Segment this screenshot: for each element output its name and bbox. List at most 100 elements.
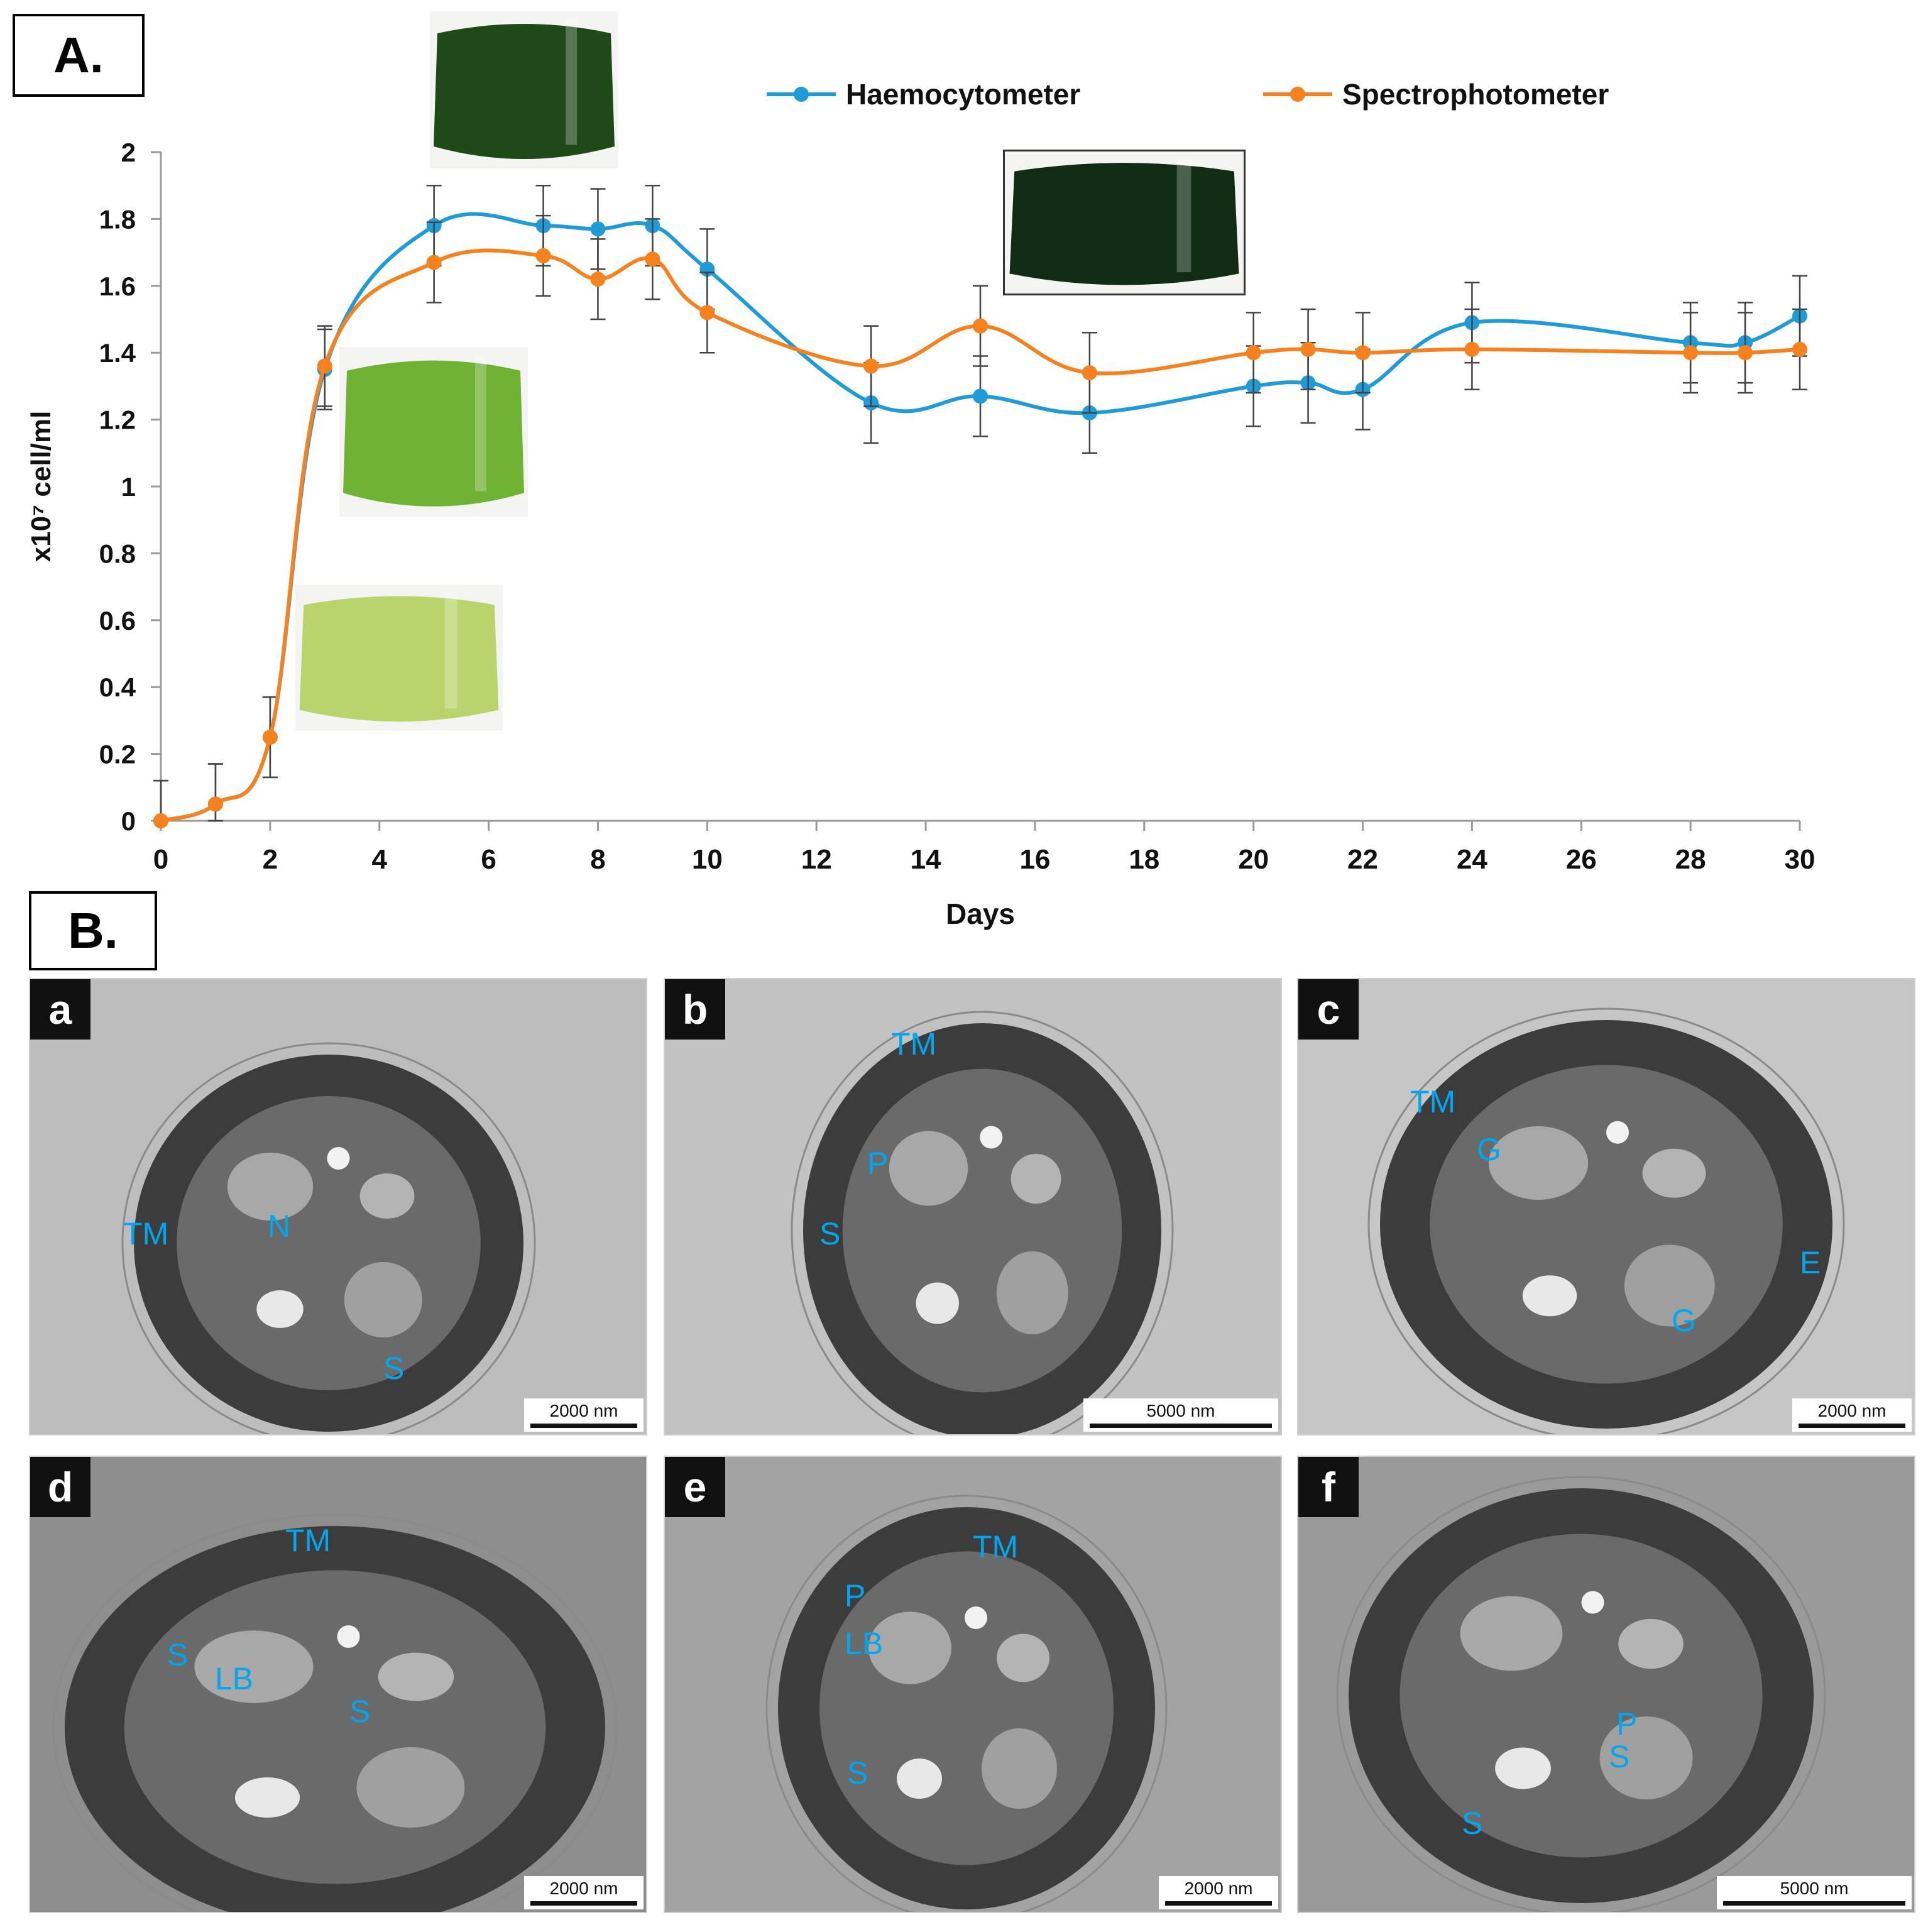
vacuole [1618, 1618, 1684, 1669]
organelle-label: S [167, 1637, 189, 1672]
flask-glass-reflection [566, 19, 577, 145]
cytoplasm [1399, 1534, 1763, 1858]
vacuole [227, 1153, 314, 1221]
tem-panel-letter: e [665, 1457, 725, 1517]
organelle-label: TM [891, 1026, 937, 1062]
tem-cell-graphic [121, 1042, 536, 1434]
organelle-label: P [845, 1578, 866, 1613]
x-tick-label: 4 [371, 844, 387, 875]
data-point-spectrophotometer [262, 730, 278, 745]
tem-panel-d: d TM S LB S 2000 nm [29, 1456, 647, 1913]
scale-bar: 5000 nm [1083, 1398, 1278, 1432]
y-tick-label: 0.8 [99, 539, 136, 568]
growth-curve-chart: 0 2 4 6 8 10 12 14 16 18 20 22 24 26 28 3000.20.40.60.8… [26, 78, 1816, 930]
x-tick-label: 22 [1347, 844, 1378, 875]
flask-day2-graphic [295, 585, 503, 730]
y-tick-label: 1 [121, 472, 136, 502]
vacuole [378, 1652, 454, 1701]
cell-wall [791, 1011, 1174, 1434]
x-tick-label: 8 [590, 844, 605, 875]
x-axis-title: Days [946, 897, 1015, 930]
y-tick-label: 0.4 [99, 672, 136, 702]
data-point-spectrophotometer [973, 318, 988, 334]
organelle-label: LB [845, 1626, 884, 1661]
scale-bar: 2000 nm [1792, 1398, 1912, 1432]
flask-image-day2 [295, 585, 503, 730]
tem-panel-letter: a [30, 979, 90, 1040]
organelle-label: S [349, 1694, 371, 1729]
vacuole [1460, 1596, 1563, 1671]
vacuole [1599, 1716, 1693, 1799]
data-point-spectrophotometer [699, 305, 715, 321]
series-line-spectrophotometer [160, 248, 1800, 823]
cell-wall [1367, 1007, 1845, 1434]
vacuole [344, 1262, 422, 1337]
cytoplasm [842, 1068, 1122, 1393]
scale-bar: 2000 nm [524, 1398, 644, 1432]
vacuole [1624, 1244, 1715, 1327]
organelle-label: S [383, 1351, 405, 1386]
y-tick-label: 1.6 [99, 272, 136, 301]
scale-bar: 2000 nm [524, 1876, 644, 1909]
lipid-droplet [337, 1625, 360, 1648]
x-tick-label: 14 [911, 844, 941, 875]
flask-day6-graphic [430, 11, 618, 168]
legend-swatch-marker [794, 87, 809, 102]
flask-day15-graphic [1005, 151, 1244, 294]
organelle-label: TM [123, 1216, 169, 1251]
vacuole [1642, 1148, 1706, 1198]
y-tick-label: 1.4 [99, 338, 136, 368]
data-point-spectrophotometer [863, 358, 879, 374]
panel-a-label: A. [13, 14, 145, 97]
tem-cell-graphic [1336, 1476, 1826, 1912]
vacuole [194, 1630, 314, 1703]
flask-glass-reflection [475, 355, 486, 491]
scale-bar-label: 2000 nm [1817, 1401, 1887, 1420]
x-tick-label: 10 [692, 844, 723, 875]
cytoplasm [1430, 1065, 1783, 1384]
data-point-spectrophotometer [1683, 345, 1699, 361]
organelle-label: TM [1410, 1084, 1456, 1119]
y-tick-label: 1.8 [99, 204, 136, 234]
starch-granule [234, 1777, 300, 1818]
legend-label: Spectrophotometer [1342, 78, 1609, 111]
organelle-label: P [867, 1146, 889, 1181]
vacuole [359, 1173, 415, 1219]
tem-panel-f: f P S S 5000 nm [1297, 1456, 1915, 1913]
data-point-spectrophotometer [426, 255, 442, 270]
starch-granule [916, 1282, 959, 1324]
tem-panel-letter: c [1298, 979, 1359, 1040]
scale-bar-line [1799, 1424, 1905, 1428]
flask-liquid [1009, 163, 1239, 285]
organelle-label: N [268, 1209, 291, 1244]
x-tick-label: 6 [481, 844, 496, 875]
data-point-spectrophotometer [1355, 345, 1371, 361]
flask-image-day15 [1003, 150, 1246, 295]
flask-liquid [343, 360, 524, 507]
starch-granule [256, 1290, 304, 1328]
tem-panel-c: c TM G E G 2000 nm [1297, 978, 1915, 1435]
data-point-spectrophotometer [1464, 341, 1480, 357]
data-point-spectrophotometer [645, 251, 660, 267]
data-point-spectrophotometer [207, 796, 223, 812]
x-tick-label: 0 [153, 844, 168, 875]
flask-image-day6 [430, 11, 618, 168]
vacuole [356, 1747, 465, 1828]
cell-wall [765, 1495, 1168, 1912]
y-tick-label: 0 [121, 806, 136, 836]
organelle-label: TM [973, 1529, 1019, 1564]
x-tick-label: 12 [801, 844, 832, 875]
cell-wall [1336, 1476, 1826, 1912]
organelle-label: P [1616, 1706, 1638, 1742]
x-tick-label: 28 [1675, 844, 1706, 875]
legend-swatch-marker [1290, 87, 1305, 102]
tem-panel-letter: b [665, 979, 725, 1040]
flask-image-day3 [339, 347, 528, 517]
vacuole [1011, 1153, 1061, 1204]
data-point-haemocytometer [590, 221, 606, 237]
x-tick-label: 26 [1566, 844, 1597, 875]
lipid-droplet [965, 1606, 987, 1629]
lipid-droplet [1606, 1121, 1629, 1144]
x-tick-label: 30 [1785, 844, 1816, 875]
tem-panel-b: b TM P S 5000 nm [664, 978, 1282, 1435]
